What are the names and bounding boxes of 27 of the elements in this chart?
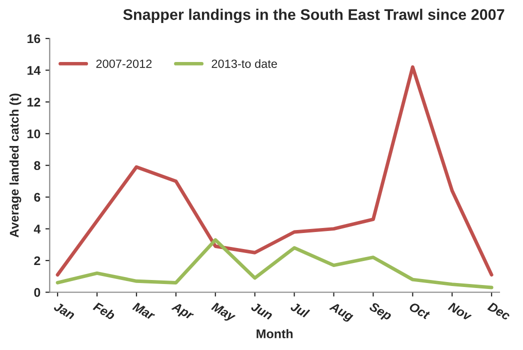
chart-title: Snapper landings in the South East Trawl since 2007 <box>123 8 504 24</box>
x-tick-label: Jul <box>290 301 310 318</box>
x-axis-title: Month <box>256 329 293 338</box>
x-tick-label: May <box>210 302 237 324</box>
y-tick-label: 10 <box>28 129 40 138</box>
x-tick-label: Jan <box>53 302 76 320</box>
x-tick-label: Jun <box>250 302 274 320</box>
y-tick-label: 0 <box>34 288 40 297</box>
y-tick-label: 6 <box>34 192 40 202</box>
legend-label: 2013-to date <box>212 59 277 68</box>
y-tick-label: 2 <box>34 256 40 266</box>
x-tick-label: Dec <box>487 302 512 321</box>
x-tick-label: Aug <box>328 302 354 324</box>
x-tick-label: Oct <box>408 302 431 320</box>
y-tick-label: 14 <box>28 66 41 75</box>
x-tick-label: Apr <box>170 302 195 322</box>
y-axis-title: Average landed catch (t) <box>9 94 22 238</box>
y-tick-label: 4 <box>34 224 41 234</box>
y-tick-label: 12 <box>28 98 40 106</box>
y-tick-label: 8 <box>34 161 40 170</box>
x-tick-label: Mar <box>132 302 156 321</box>
line-series <box>56 238 494 290</box>
x-tick-label: Feb <box>92 301 116 320</box>
x-tick-label: Nov <box>448 302 473 322</box>
x-tick-label: Sep <box>368 302 393 323</box>
y-tick-label: 16 <box>28 34 40 44</box>
legend-label: 2007-2012 <box>96 60 152 68</box>
